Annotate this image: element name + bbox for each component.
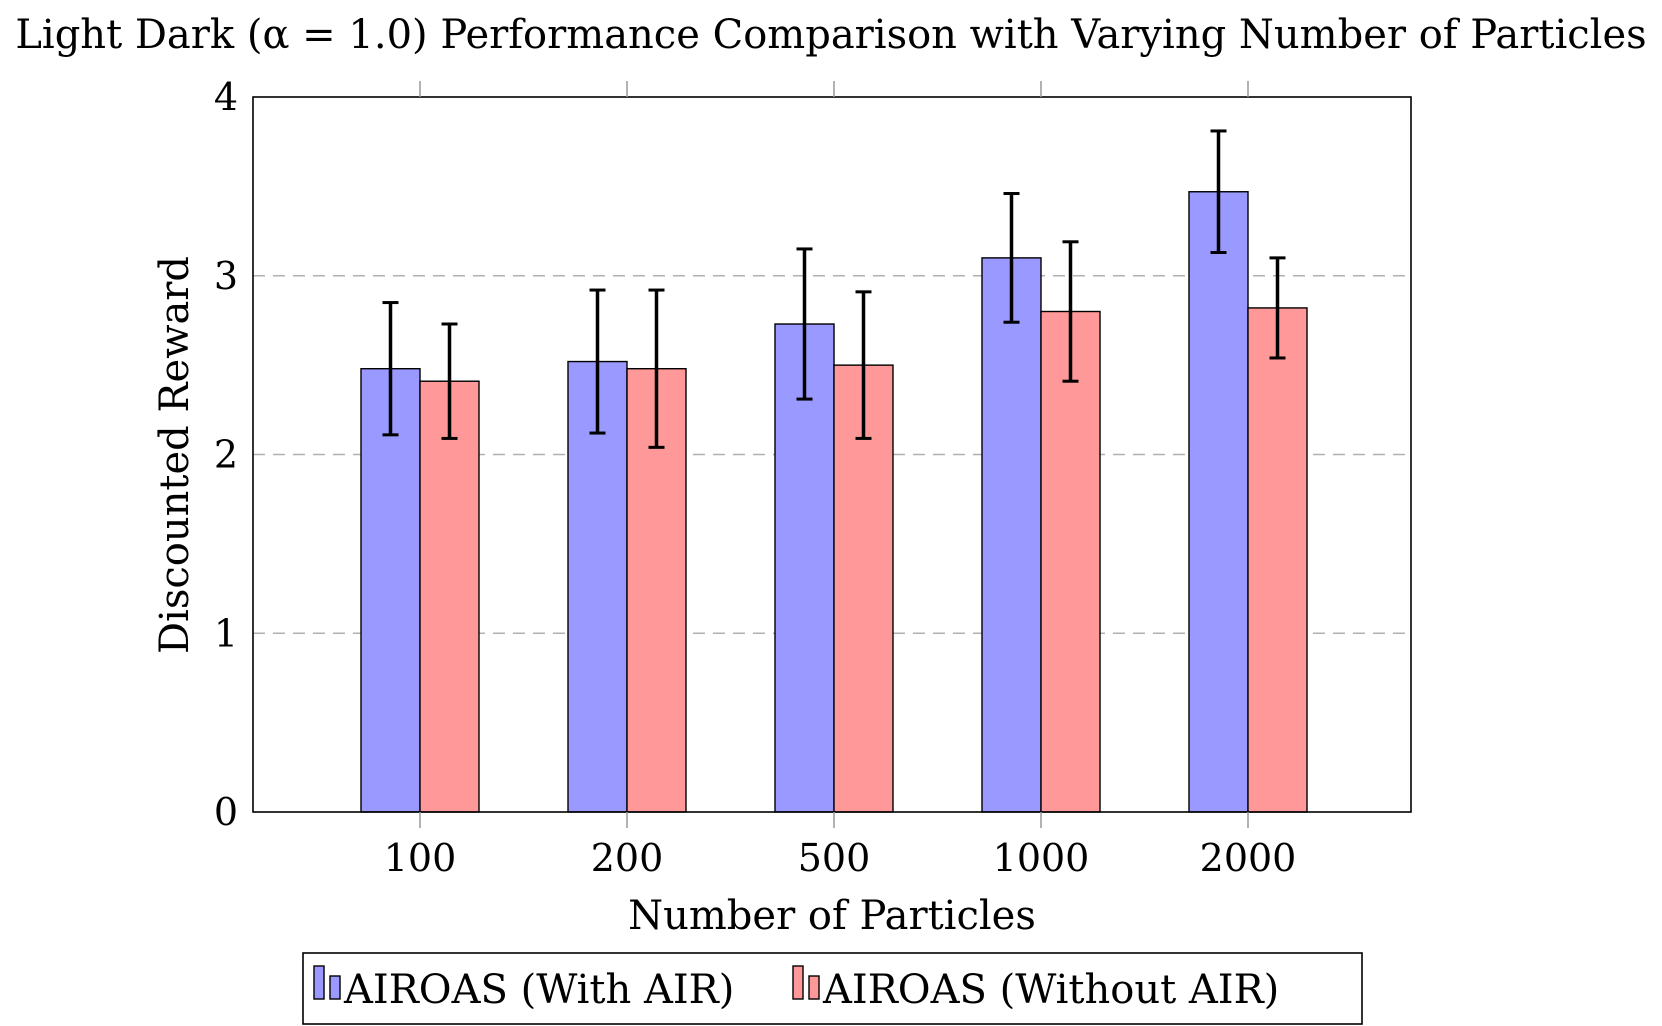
x-ticks-group: 100 200 500 1000 2000 (384, 81, 1297, 880)
x-tick-label-500: 500 (798, 836, 871, 880)
x-axis-label: Number of Particles (628, 893, 1036, 939)
bar-without-air-100 (419, 380, 480, 813)
legend-label-with-air: AIROAS (With AIR) (343, 967, 734, 1013)
bar-with-air-200 (567, 360, 628, 813)
legend-swatch-short-without-air (808, 975, 820, 1000)
y-axis-label: Discounted Reward (152, 256, 198, 654)
x-tick-label-200: 200 (591, 836, 664, 880)
y-tick-label-2: 2 (214, 433, 238, 477)
bar-without-air-1000 (1040, 310, 1101, 813)
x-tick-label-100: 100 (384, 836, 457, 880)
y-tick-label-3: 3 (214, 254, 238, 298)
bar-with-air-1000 (981, 257, 1042, 813)
x-tick-label-2000: 2000 (1200, 836, 1297, 880)
y-tick-label-4: 4 (214, 75, 238, 119)
bar-with-air-2000 (1188, 191, 1249, 813)
y-tick-label-0: 0 (214, 790, 238, 834)
bars-group (360, 191, 1308, 813)
error-bars-group (382, 129, 1286, 449)
bar-without-air-2000 (1247, 307, 1308, 813)
legend-frame (302, 952, 1363, 1025)
x-tick-label-1000: 1000 (993, 836, 1090, 880)
chart-title: Light Dark (α = 1.0) Performance Compari… (15, 12, 1646, 58)
y-tick-label-1: 1 (214, 611, 238, 655)
legend-swatch-short-with-air (329, 975, 341, 1000)
legend-label-without-air: AIROAS (Without AIR) (822, 967, 1279, 1013)
y-ticks-group: 0 1 2 3 4 (214, 75, 238, 834)
legend: AIROAS (With AIR) AIROAS (Without AIR) (302, 952, 1363, 1025)
plot-area-frame (252, 96, 1412, 813)
legend-swatch-tall-without-air (792, 965, 804, 1000)
legend-swatch-tall-with-air (313, 965, 325, 1000)
